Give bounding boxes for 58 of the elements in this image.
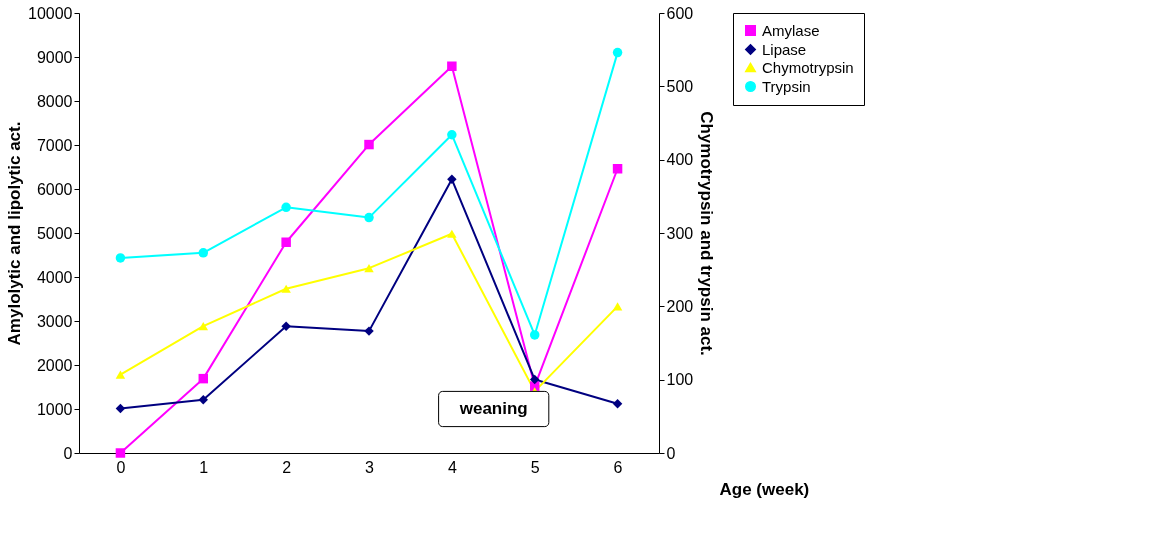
point: [281, 321, 291, 332]
y-tick-label: 1000: [36, 400, 73, 418]
legend-label: Trypsin: [762, 77, 811, 95]
y-tick-label: 6000: [36, 180, 73, 198]
x-tick-label: 3: [365, 458, 375, 476]
point: [115, 403, 126, 414]
point: [447, 229, 457, 238]
point: [198, 395, 209, 405]
legend-label: Chymotrypsin: [762, 58, 854, 76]
point: [612, 398, 623, 409]
y2-tick-label: 500: [666, 77, 694, 95]
point: [364, 264, 374, 273]
y2-tick-label: 600: [666, 4, 694, 22]
point: [529, 374, 540, 385]
y-tick-label: 5000: [36, 224, 73, 242]
y2-tick-label: 400: [666, 151, 694, 169]
y-tick-label: 7000: [36, 136, 73, 154]
point: [529, 330, 540, 340]
point: [612, 47, 623, 58]
y2-tick-label: 200: [666, 297, 694, 315]
point: [447, 130, 457, 140]
point: [115, 370, 126, 379]
annotation: weaning: [458, 399, 528, 418]
point: [198, 248, 209, 258]
y-axis-title: Amylolytic and lipolytic act.: [5, 121, 25, 346]
y-tick-label: 2000: [36, 356, 73, 374]
x-tick-label: 6: [613, 458, 623, 476]
y2-tick-label: 0: [666, 444, 676, 462]
point: [198, 373, 209, 384]
x-tick-label: 2: [282, 458, 292, 476]
y-tick-label: 0: [63, 444, 73, 462]
point: [612, 302, 623, 311]
point: [115, 253, 126, 263]
point: [447, 61, 457, 71]
point: [364, 212, 374, 223]
x-tick-label: 4: [447, 458, 457, 476]
x-tick-label: 5: [530, 458, 540, 476]
legend-label: Amylase: [762, 21, 820, 39]
point: [364, 139, 374, 150]
y-tick-label: 9000: [36, 48, 73, 66]
y-tick-label: 4000: [36, 268, 73, 286]
x-tick-label: 1: [199, 458, 209, 476]
point: [281, 237, 291, 247]
y2-tick-label: 300: [666, 224, 694, 242]
point: [447, 174, 457, 185]
point: [612, 164, 623, 174]
point: [281, 284, 291, 293]
y-tick-label: 3000: [36, 312, 73, 330]
y2-axis-title: Chymotrypsin and trypsin act.: [697, 111, 717, 356]
x-tick-label: 0: [116, 458, 126, 476]
y-tick-label: 8000: [36, 92, 73, 110]
legend-label: Lipase: [762, 40, 807, 58]
point: [281, 202, 291, 213]
point: [198, 322, 209, 331]
point: [115, 448, 126, 458]
x-axis-title: Age (week): [719, 479, 810, 499]
y2-tick-label: 100: [666, 371, 694, 389]
y-tick-label: 10000: [28, 4, 73, 22]
